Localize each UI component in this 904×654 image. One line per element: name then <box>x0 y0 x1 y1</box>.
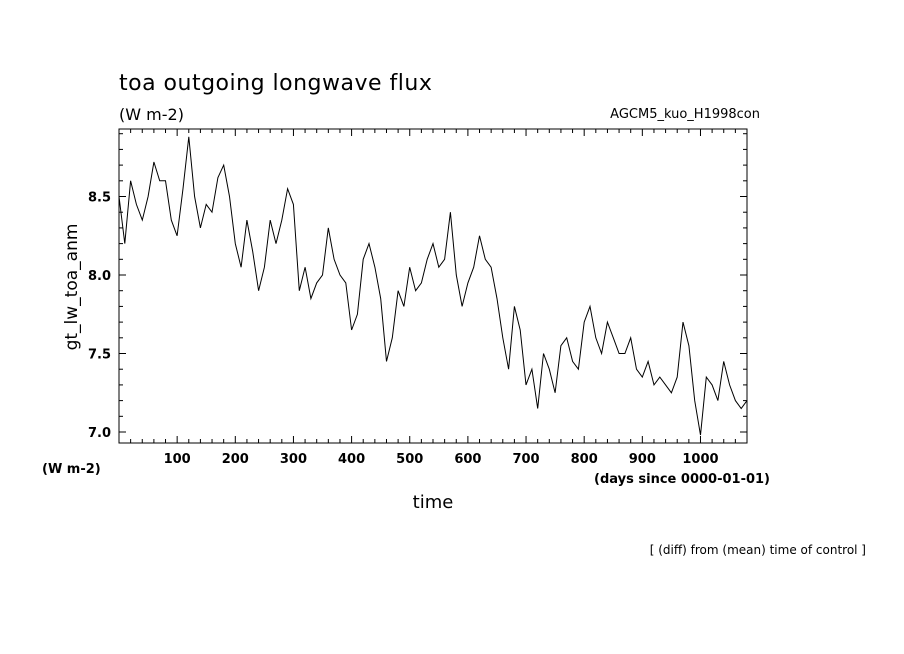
x-tick-label: 400 <box>338 452 365 467</box>
x-axis: 100 200 300 400 500 600 700 800 900 1000 <box>130 129 736 467</box>
run-name: AGCM5_kuo_H1998con <box>610 107 760 122</box>
plot-frame <box>118 128 748 444</box>
x-tick-label: 1000 <box>682 452 718 467</box>
x-tick-label: 100 <box>164 452 191 467</box>
x-tick-label: 500 <box>396 452 423 467</box>
footer-note: [ (diff) from (mean) time of control ] <box>650 543 866 557</box>
series-line <box>118 136 748 436</box>
chart-units-top: (W m-2) <box>119 105 184 124</box>
y-unit-label: (W m-2) <box>42 462 101 477</box>
x-axis-title: time <box>413 492 454 513</box>
y-tick-label: 7.5 <box>88 348 111 363</box>
x-tick-label: 300 <box>280 452 307 467</box>
x-unit-label: (days since 0000-01-01) <box>594 472 770 487</box>
chart-title: toa outgoing longwave flux <box>119 71 432 96</box>
y-axis-title: gt_lw_toa_anm <box>62 224 82 351</box>
y-axis: 7.0 7.5 8.0 8.5 <box>88 133 747 441</box>
y-tick-label: 8.0 <box>88 269 111 284</box>
x-tick-label: 900 <box>629 452 656 467</box>
x-tick-label: 800 <box>571 452 598 467</box>
y-tick-label: 8.5 <box>88 191 111 206</box>
x-tick-label: 200 <box>222 452 249 467</box>
y-tick-label: 7.0 <box>88 426 111 441</box>
x-tick-label: 600 <box>454 452 481 467</box>
x-tick-label: 700 <box>512 452 539 467</box>
